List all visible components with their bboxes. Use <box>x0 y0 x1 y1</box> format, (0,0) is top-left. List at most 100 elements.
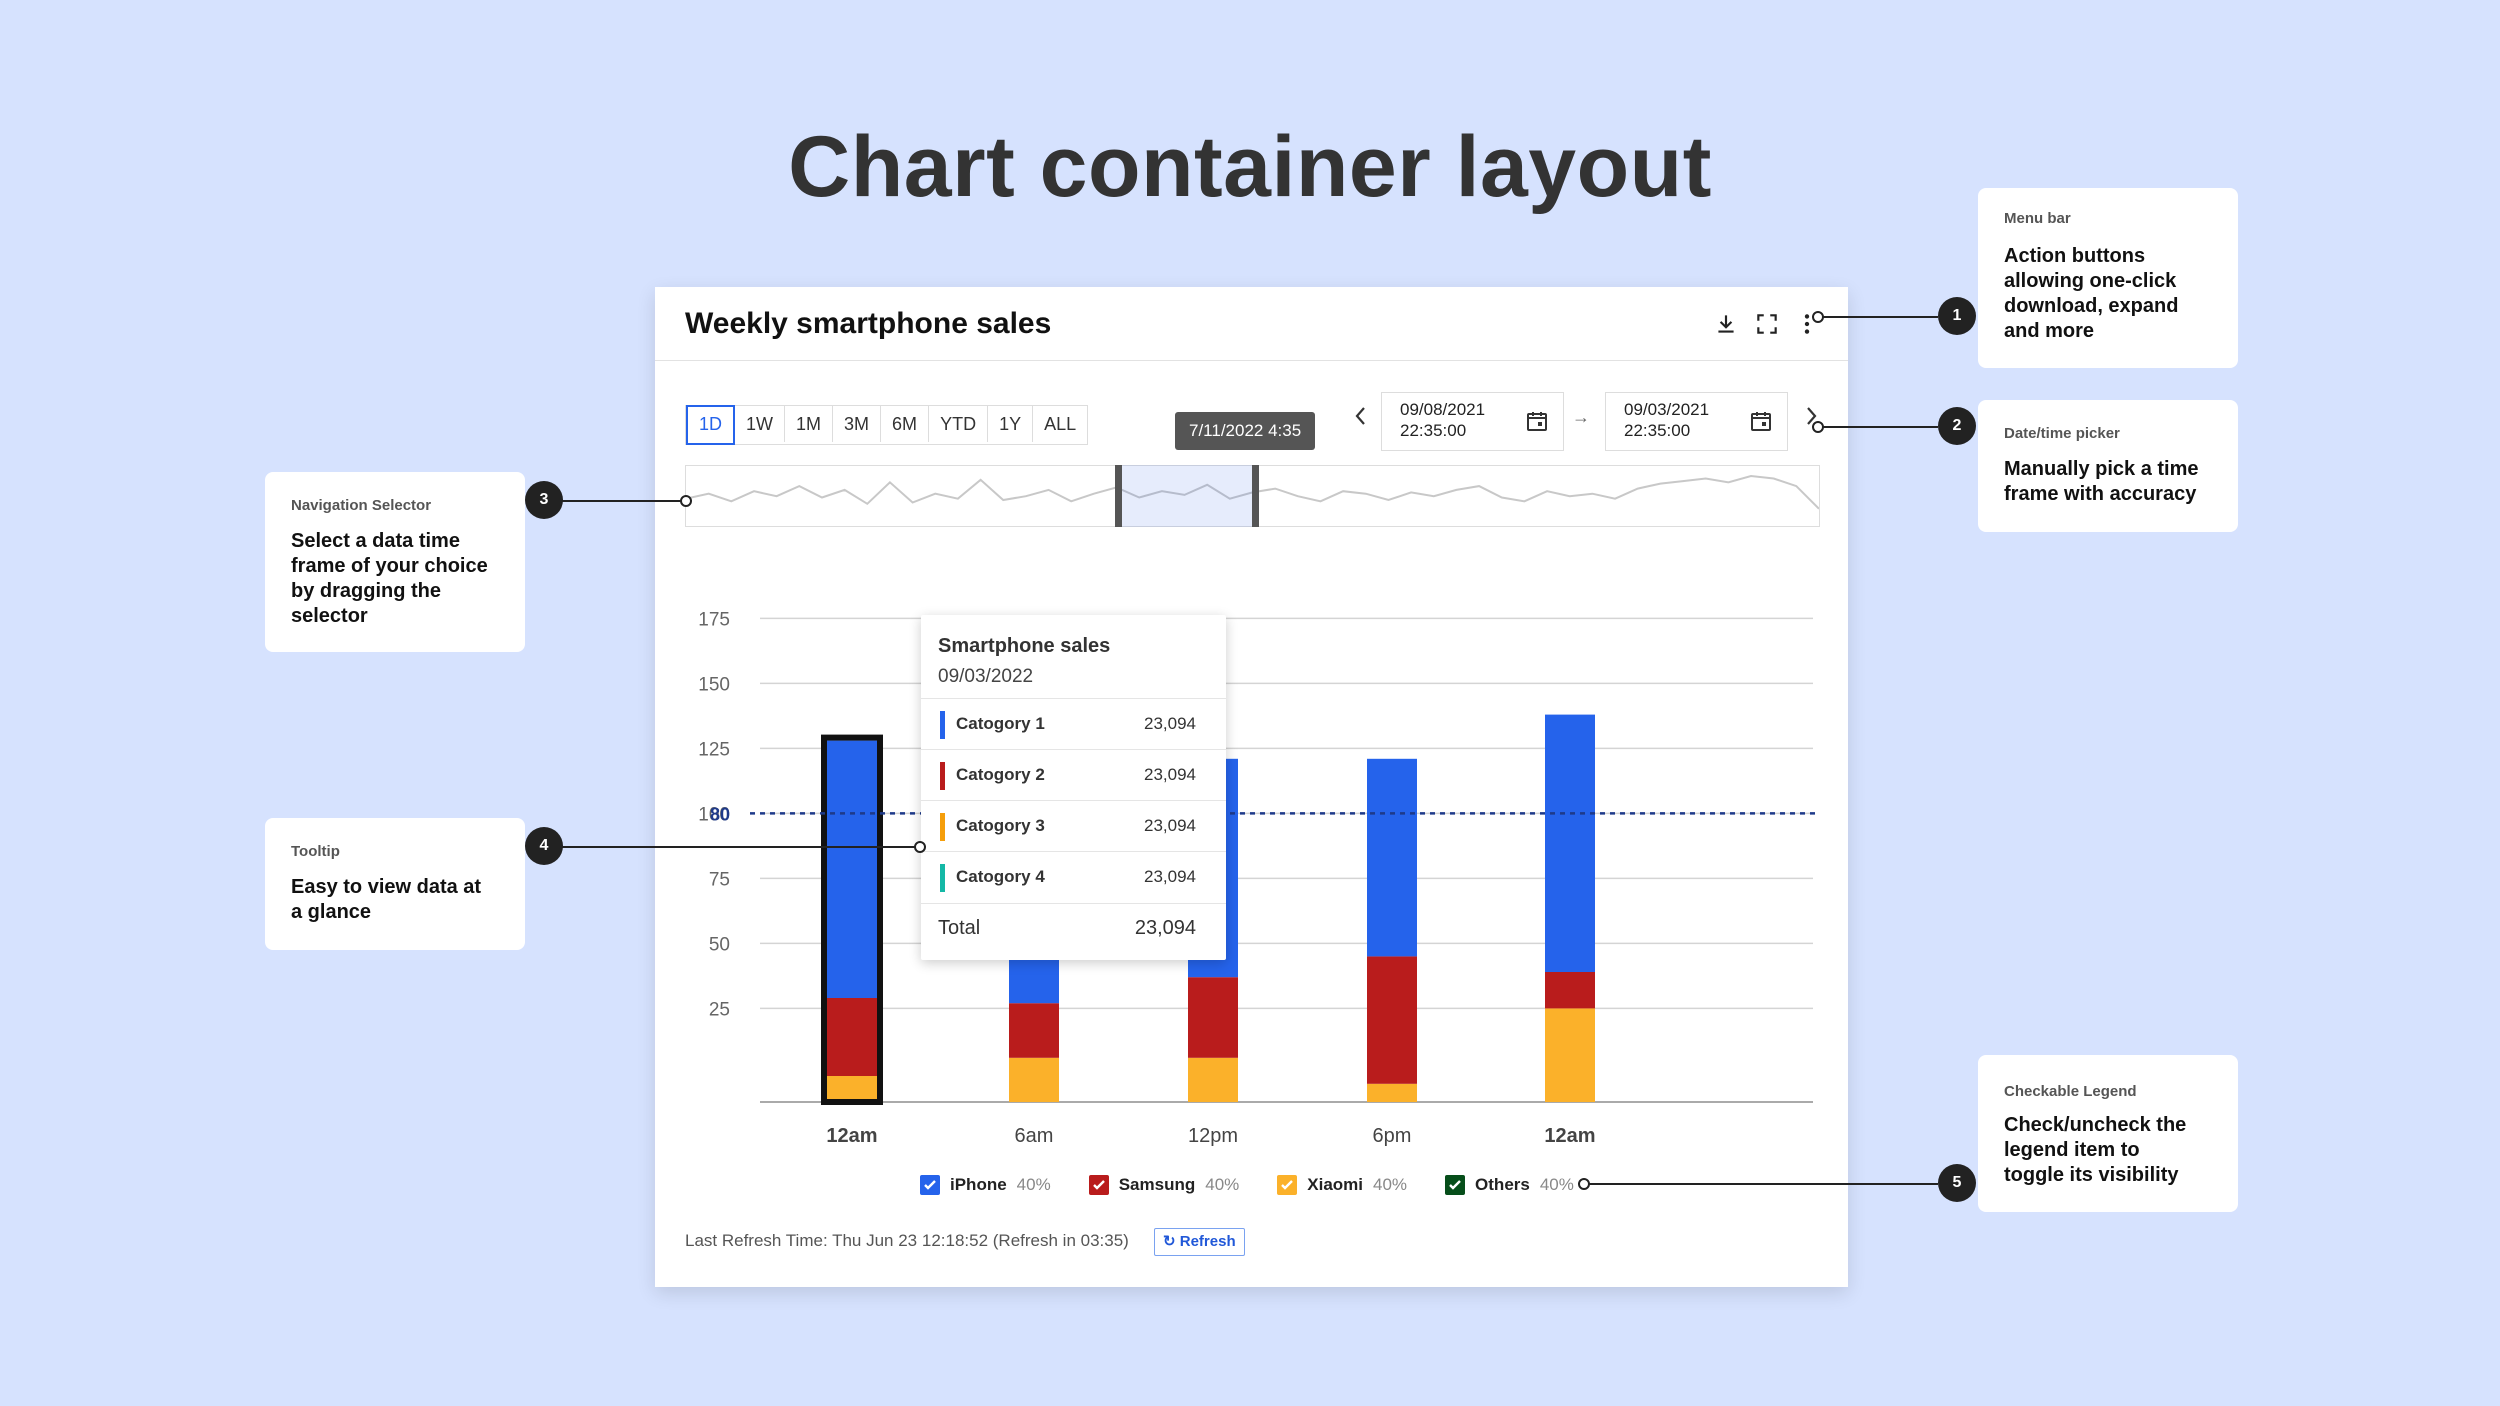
tooltip-row-label: Catogory 3 <box>956 816 1045 835</box>
bar-segment-samsung <box>1188 977 1238 1058</box>
x-tick-label: 6am <box>1015 1125 1054 1147</box>
legend-pct: 40% <box>1016 1175 1051 1194</box>
tooltip-swatch <box>940 711 945 739</box>
range-button-3m[interactable]: 3M <box>833 406 882 442</box>
callout-card: Navigation Selector Select a data time fra… <box>265 472 525 652</box>
legend-item-others[interactable]: Others 40% <box>1445 1175 1574 1195</box>
chart-legend: iPhone 40% Samsung 40% Xiaomi 40% Others 40% <box>920 1175 1612 1195</box>
callout-text: a glance <box>291 901 372 923</box>
tooltip-row-label: Catogory 1 <box>956 714 1045 733</box>
checkbox-icon[interactable] <box>1088 1175 1109 1195</box>
callout-number-badge: 3 <box>525 481 563 519</box>
tooltip-row: Catogory 1 23,094 <box>921 698 1226 749</box>
legend-pct: 40% <box>1205 1175 1240 1194</box>
range-button-all[interactable]: ALL <box>1033 406 1088 442</box>
range-button-6m[interactable]: 6M <box>881 406 930 442</box>
y-tick-label: 175 <box>698 609 730 630</box>
tooltip-total-value: 23,094 <box>1134 917 1196 939</box>
tooltip-row-label: Catogory 4 <box>956 867 1045 886</box>
y-tick-label: 125 <box>698 739 730 760</box>
y-tick-label: 75 <box>709 869 730 890</box>
x-tick-label: 12am <box>1544 1125 1595 1147</box>
bar-segment-iphone <box>1545 714 1595 972</box>
legend-pct: 40% <box>1539 1175 1574 1194</box>
legend-item-iphone[interactable]: iPhone 40% <box>920 1175 1051 1195</box>
x-tick-label: 12pm <box>1188 1125 1238 1147</box>
callout-leader-line <box>529 846 922 848</box>
refresh-icon: ↻ <box>1163 1233 1176 1250</box>
tooltip-row-value: 23,094 <box>1144 816 1196 835</box>
checkbox-icon[interactable] <box>1277 1175 1298 1195</box>
tooltip-swatch <box>940 762 945 790</box>
callout-anchor-dot <box>1578 1178 1590 1190</box>
range-button-1w[interactable]: 1W <box>735 406 786 442</box>
callout-text: Check/uncheck the <box>2004 1114 2187 1136</box>
bar-segment-iphone <box>827 740 877 998</box>
callout-text: selector <box>291 605 368 627</box>
bar-segment-xiaomi <box>827 1076 877 1102</box>
bar-segment-iphone <box>1367 758 1417 957</box>
callout-text: legend item to <box>2004 1139 2140 1161</box>
calendar-icon[interactable] <box>1749 409 1773 433</box>
x-tick-label: 6pm <box>1373 1125 1412 1147</box>
end-time-value: 22:35:00 <box>1624 421 1691 440</box>
callout-number-badge: 2 <box>1938 407 1976 445</box>
checkbox-icon[interactable] <box>920 1175 940 1195</box>
chevron-left-icon[interactable] <box>1350 403 1372 429</box>
refresh-button[interactable]: ↻ Refresh <box>1154 1228 1245 1256</box>
callout-number-badge: 4 <box>525 827 563 865</box>
chart-title: Weekly smartphone sales <box>685 307 1052 340</box>
tooltip-row-value: 23,094 <box>1144 714 1196 733</box>
download-icon[interactable] <box>1713 311 1739 337</box>
callout-text: download, expand <box>2004 295 2179 317</box>
range-button-ytd[interactable]: YTD <box>929 406 989 442</box>
range-button-1d[interactable]: 1D <box>686 405 736 445</box>
bar-segment-samsung <box>1545 972 1595 1009</box>
y-tick-label: 150 <box>698 674 730 695</box>
start-date-field[interactable]: 09/08/2021 22:35:00 <box>1381 392 1564 451</box>
bar-segment-xiaomi <box>1188 1057 1238 1102</box>
tooltip-title: Smartphone sales <box>938 635 1111 657</box>
chart-container-card: Weekly smartphone sales 1D 1W 1M 3M 6M YTD 1Y A… <box>655 287 1848 1287</box>
callout-tag: Checkable Legend <box>2004 1083 2137 1100</box>
callout-tag: Navigation Selector <box>291 497 432 514</box>
callout-text: frame of your choice <box>291 555 488 577</box>
range-button-1m[interactable]: 1M <box>785 406 834 442</box>
callout-text: toggle its visibility <box>2004 1164 2179 1186</box>
range-button-1y[interactable]: 1Y <box>988 406 1034 442</box>
callout-card: Menu bar Action buttons allowing one-click… <box>1978 188 2238 368</box>
legend-name: Samsung <box>1118 1175 1196 1194</box>
callout-leader-line <box>1818 426 1938 428</box>
callout-text: frame with accuracy <box>2004 483 2197 505</box>
callout-number-badge: 1 <box>1938 297 1976 335</box>
callout-card: Tooltip Easy to view data at a glance <box>265 818 525 950</box>
y-tick-label: 25 <box>709 999 730 1020</box>
tooltip-total-label: Total <box>938 917 981 939</box>
range-arrow: → <box>1572 407 1590 427</box>
legend-item-samsung[interactable]: Samsung 40% <box>1088 1175 1240 1195</box>
legend-name: Others <box>1475 1175 1530 1194</box>
navigator-window[interactable] <box>1115 465 1259 527</box>
navigation-selector[interactable] <box>685 465 1820 527</box>
refresh-label: Refresh <box>1179 1233 1236 1250</box>
navigator-left-handle[interactable] <box>1115 465 1122 527</box>
bar-segment-samsung <box>1009 1003 1059 1058</box>
callout-card: Checkable Legend Check/uncheck the legend … <box>1978 1055 2238 1212</box>
page-title: Chart container layout <box>788 119 1712 215</box>
legend-item-xiaomi[interactable]: Xiaomi 40% <box>1277 1175 1407 1195</box>
chevron-right-icon[interactable] <box>1800 403 1822 429</box>
expand-icon[interactable] <box>1754 311 1780 337</box>
navigator-right-handle[interactable] <box>1252 465 1259 527</box>
bar-segment-samsung <box>827 998 877 1076</box>
calendar-icon[interactable] <box>1525 409 1549 433</box>
tooltip-swatch <box>940 813 945 841</box>
callout-text: allowing one-click <box>2004 270 2177 292</box>
checkbox-icon[interactable] <box>1445 1175 1466 1195</box>
callout-tag: Date/time picker <box>2004 425 2120 442</box>
bar-chart: 1751501251007550258012amJul 76am12pm6pm1… <box>698 609 1815 1147</box>
tooltip-row-value: 23,094 <box>1144 867 1196 886</box>
end-date-field[interactable]: 09/03/2021 22:35:00 <box>1605 392 1788 451</box>
callout-anchor-dot <box>680 495 692 507</box>
more-vert-icon[interactable] <box>1794 311 1820 337</box>
legend-name: iPhone <box>950 1175 1007 1194</box>
